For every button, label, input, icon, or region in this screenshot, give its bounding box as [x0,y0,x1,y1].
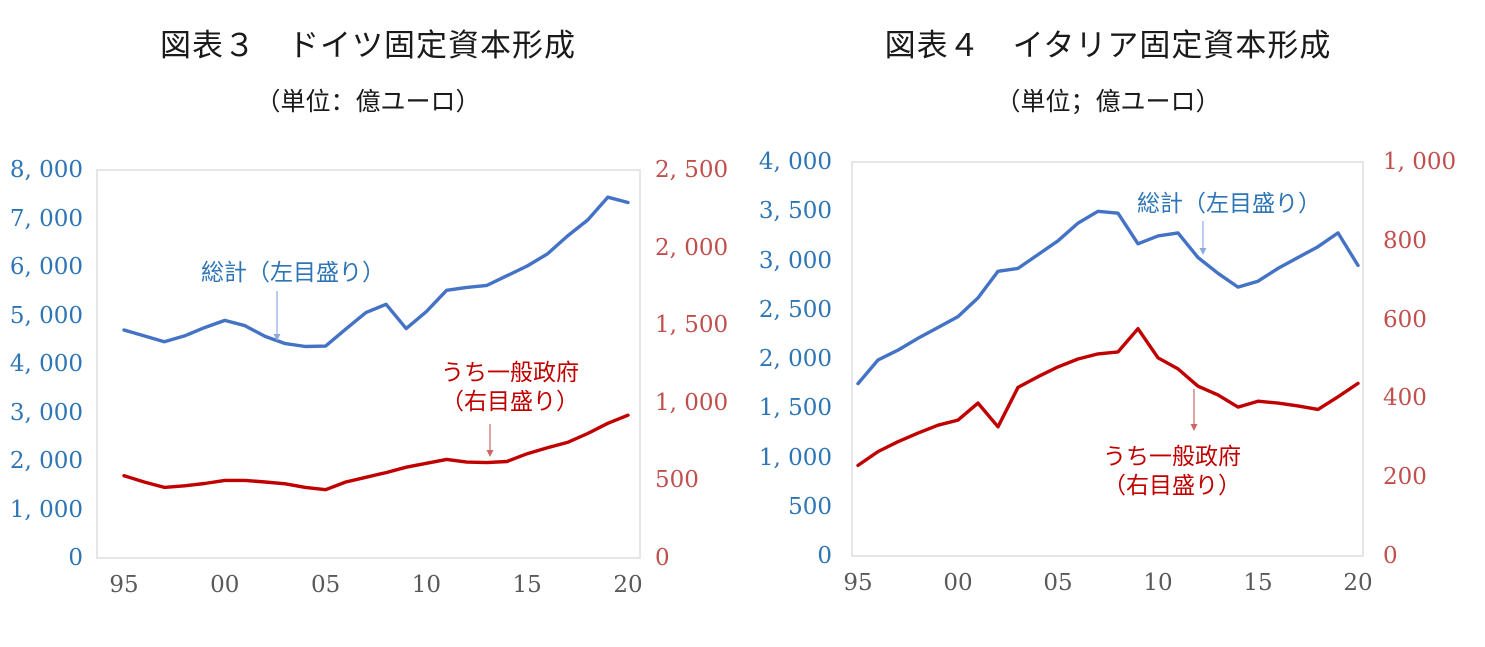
germany-x-axis-tick-1: 00 [210,572,240,598]
italy-x-axis-tick-2: 05 [1043,570,1073,596]
germany-government-line [122,413,630,492]
germany-chart-title: 図表３ ドイツ固定資本形成 [160,28,576,64]
germany-x-axis-tick-2: 05 [310,572,341,598]
germany-left-axis-tick-3: 3, 000 [9,399,83,426]
germany-chart-subtitle: （単位：億ユーロ） [255,87,481,116]
germany-x-axis-tick-4: 15 [512,572,542,598]
italy-left-axis-tick-6: 3, 000 [758,247,832,274]
germany-x-axis-tick-5: 20 [613,572,643,598]
germany-right-axis-tick-1: 500 [655,467,699,494]
germany-right-axis-tick-4: 2, 000 [655,234,729,261]
italy-right-axis-tick-0: 0 [1383,543,1398,569]
italy-x-axis-tick-1: 00 [943,570,973,596]
germany-x-axis-tick-3: 10 [411,572,442,598]
italy-right-axis-tick-4: 800 [1383,227,1427,254]
italy-left-axis-tick-3: 1, 500 [758,395,832,422]
italy-left-axis-tick-2: 1, 000 [758,444,832,471]
italy-gov-annotation-line2: （右目盛り） [1103,473,1241,499]
italy-x-axis-tick-4: 15 [1243,570,1273,596]
italy-x-axis-tick-5: 20 [1343,570,1373,596]
italy-x-axis-tick-3: 10 [1143,570,1173,596]
italy-left-axis-tick-0: 0 [817,543,832,569]
germany-annotation-arrowhead-gov [486,450,494,457]
italy-plot-border [851,161,1364,557]
italy-right-axis-tick-2: 400 [1383,385,1427,412]
germany-left-axis-tick-0: 0 [68,545,83,571]
italy-annotation-arrowhead-total [1199,248,1207,255]
italy-left-axis-tick-5: 2, 500 [758,296,832,323]
germany-total-line [122,195,630,349]
italy-chart-title: 図表４ イタリア固定資本形成 [884,28,1332,64]
germany-left-axis-tick-7: 7, 000 [9,205,83,232]
italy-right-axis-tick-3: 600 [1383,306,1427,333]
germany-plot-border [96,169,641,559]
germany-annotation-arrowhead-total [273,334,281,341]
germany-right-axis-tick-5: 2, 500 [655,157,729,183]
germany-gov-annotation-line1: うち一般政府 [441,360,579,386]
germany-left-axis-tick-2: 2, 000 [9,448,83,474]
italy-right-axis-tick-1: 200 [1383,464,1427,491]
germany-gov-annotation-line2: （右目盛り） [441,389,579,415]
italy-total-annotation: 総計（左目盛り） [1137,191,1321,217]
italy-left-axis-tick-1: 500 [788,493,832,520]
germany-left-axis-tick-4: 4, 000 [9,351,83,377]
germany-left-axis-tick-6: 6, 000 [9,254,83,280]
italy-annotation-arrowhead-gov [1190,424,1198,431]
germany-right-axis-tick-2: 1, 000 [655,389,729,416]
italy-x-axis-tick-0: 95 [843,570,873,596]
germany-left-axis-tick-8: 8, 000 [9,157,83,183]
italy-government-line [856,327,1360,468]
italy-left-axis-tick-8: 4, 000 [758,149,832,175]
germany-left-axis-tick-1: 1, 000 [9,496,83,523]
italy-right-axis-tick-5: 1, 000 [1383,149,1457,175]
italy-gov-annotation-line1: うち一般政府 [1103,444,1241,470]
germany-total-annotation: 総計（左目盛り） [201,260,385,286]
italy-left-axis-tick-4: 2, 000 [758,346,832,372]
germany-gov-annotation: うち一般政府 （右目盛り） [441,359,579,417]
italy-gov-annotation: うち一般政府 （右目盛り） [1103,443,1241,501]
germany-x-axis-tick-0: 95 [109,572,139,598]
germany-left-axis-tick-5: 5, 000 [9,302,83,329]
germany-right-axis-tick-3: 1, 500 [655,312,729,339]
italy-left-axis-tick-7: 3, 500 [758,198,832,225]
italy-chart-subtitle: （単位；億ユーロ） [995,87,1221,116]
italy-total-line [856,209,1360,386]
germany-right-axis-tick-0: 0 [655,545,670,571]
